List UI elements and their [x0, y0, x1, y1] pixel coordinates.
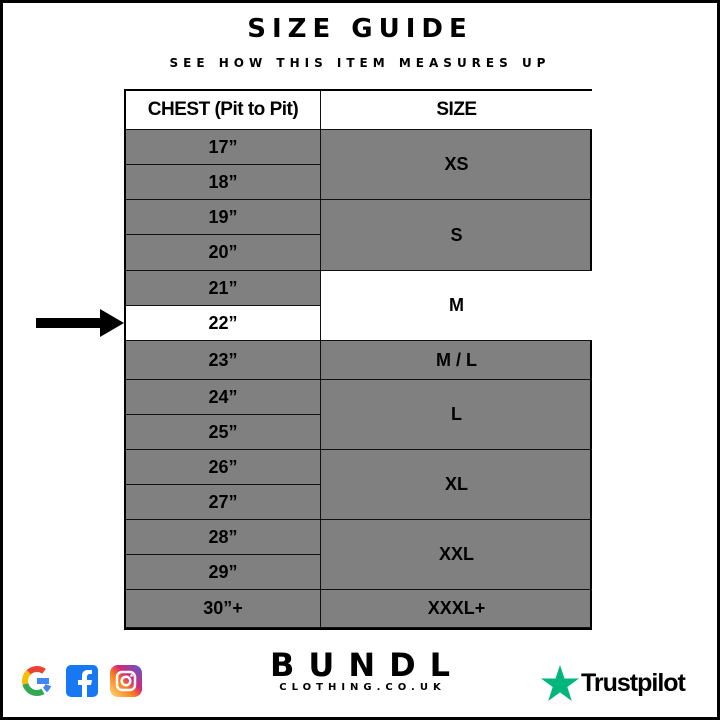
size-cell: XXL [321, 520, 592, 590]
arrow-right-icon [36, 309, 124, 337]
brand-subtitle: CLOTHING.CO.UK [279, 682, 446, 693]
size-table: CHEST (Pit to Pit) SIZE 17” 18” 19” 20” 21” 22”… [124, 89, 592, 630]
chest-cell: 20” [126, 235, 321, 271]
size-cell: XXXL+ [321, 590, 592, 628]
chest-cell: 26” [126, 450, 321, 485]
trustpilot-text: Trustpilot [581, 668, 686, 697]
size-cell: L [321, 380, 592, 450]
header-size: SIZE [321, 91, 592, 130]
chest-cell: 19” [126, 200, 321, 235]
size-cell: XL [321, 450, 592, 520]
chest-cell: 17” [126, 130, 321, 165]
page-title: SIZE GUIDE [247, 14, 473, 44]
chest-cell: 27” [126, 485, 321, 520]
trustpilot-logo[interactable]: Trustpilot [541, 665, 686, 701]
chest-cell: 29” [126, 555, 321, 590]
size-cell: S [321, 200, 592, 271]
brand-logo: BUNDL [269, 646, 465, 684]
size-cell: M [321, 271, 592, 341]
chest-cell: 24” [126, 380, 321, 415]
instagram-icon[interactable] [110, 664, 142, 698]
chest-cell: 18” [126, 165, 321, 200]
header-chest: CHEST (Pit to Pit) [126, 91, 321, 130]
chest-cell: 28” [126, 520, 321, 555]
chest-cell: 23” [126, 341, 321, 380]
google-icon[interactable] [20, 664, 54, 698]
size-cell: M / L [321, 341, 592, 380]
chest-cell: 25” [126, 415, 321, 450]
chest-cell: 30”+ [126, 590, 321, 628]
chest-cell: 21” [126, 271, 321, 306]
star-icon [541, 665, 579, 701]
chest-cell: 22” [126, 306, 321, 341]
size-cell: XS [321, 130, 592, 200]
social-icons [20, 664, 142, 698]
facebook-icon[interactable] [66, 664, 98, 698]
page-subtitle: SEE HOW THIS ITEM MEASURES UP [169, 56, 551, 70]
